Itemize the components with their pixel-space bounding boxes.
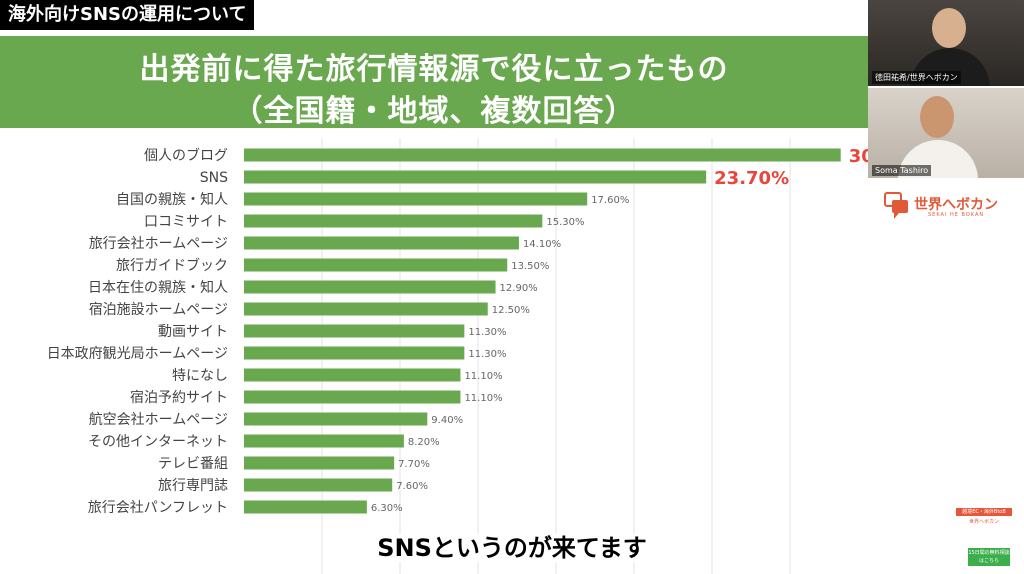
bar [244,302,488,316]
category-label: 旅行ガイドブック [116,257,228,274]
participant-video-1: 徳田祐希/世界へボカン [868,0,1024,86]
category-label: テレビ番組 [158,456,228,472]
value-label: 8.20% [408,437,440,448]
slide-subtitle: （全国籍・地域、複数回答） [232,94,636,129]
category-label: 口コミサイト [144,214,228,230]
brand-logo: 世界へボカン SEKAI HE BOKAN [884,190,1020,224]
promo-heading: 越境EC・海外BtoB [956,508,1012,516]
value-label: 14.10% [523,239,561,250]
value-label: 12.90% [500,283,538,294]
bar [244,170,707,184]
participant-name: Soma Tashiro [872,165,932,176]
slide-title-banner: 出発前に得た旅行情報源で役に立ったもの （全国籍・地域、複数回答） [0,36,868,129]
promo-cta[interactable]: 15日間の無料相談はこちら [968,548,1010,566]
value-label: 17.60% [591,195,629,206]
bar [244,412,428,426]
bar [244,258,508,272]
category-label: 宿泊施設ホームページ [89,301,228,318]
bar [244,500,367,514]
value-label: 9.40% [431,415,463,426]
brand-tagline: SEKAI HE BOKAN [928,212,985,218]
category-label: SNS [200,170,228,186]
bar [244,368,461,382]
participant-avatar [932,8,966,48]
value-label: 7.60% [396,481,428,492]
slide-title: 出発前に得た旅行情報源で役に立ったもの [139,52,729,87]
value-label: 30.60% [849,146,868,167]
video-topic-label: 海外向けSNSの運用について [0,0,255,30]
value-label: 12.50% [492,305,530,316]
category-label: 旅行会社パンフレット [88,500,228,516]
value-label: 6.30% [371,503,403,514]
bar [244,478,393,492]
value-label: 23.70% [714,168,789,189]
brand-name: 世界へボカン [914,197,998,213]
bar [244,324,465,338]
presentation-slide: 出発前に得た旅行情報源で役に立ったもの （全国籍・地域、複数回答） 個人のブログ… [0,36,868,574]
bar [244,192,588,206]
value-label: 11.10% [464,393,502,404]
bar [244,456,395,470]
category-label: 個人のブログ [144,147,228,164]
category-label: 宿泊予約サイト [130,389,228,406]
bar-chart: 個人のブログ 30.60% SNS 23.70% 自国の親族・知人 17.60% 口コミサイ… [0,138,868,574]
category-label: 旅行専門誌 [158,478,228,494]
value-label: 7.70% [398,459,430,470]
value-label: 13.50% [511,261,549,272]
caption-text: SNSというのが来てます [367,534,657,562]
speech-bubble-logo-icon [884,192,908,219]
category-label: その他インターネット [88,434,228,450]
bar-chart-svg: 個人のブログ 30.60% SNS 23.70% 自国の親族・知人 17.60% 口コミサイ… [47,138,868,574]
video-caption: SNSというのが来てます [0,528,1024,563]
promo-banner[interactable]: 越境EC・海外BtoB 世界へボカン 15日間の無料相談はこちら [956,508,1012,566]
category-label: 日本在住の親族・知人 [88,279,228,296]
category-label: 自国の親族・知人 [116,191,228,208]
value-label: 15.30% [546,217,584,228]
bar [244,346,465,360]
bar [244,434,404,448]
bar [244,214,543,228]
value-label: 11.30% [468,327,506,338]
promo-brand: 世界へボカン [968,519,999,525]
category-label: 動画サイト [158,324,228,340]
category-label: 特になし [172,368,228,384]
participant-video-2: Soma Tashiro [868,88,1024,178]
category-label: 航空会社ホームページ [89,412,228,428]
bar [244,390,461,404]
participant-avatar [920,96,954,138]
bar [244,148,841,162]
category-label: 日本政府観光局ホームページ [47,345,228,362]
value-label: 11.10% [464,371,502,382]
bar [244,280,496,294]
participants-panel: 徳田祐希/世界へボカン Soma Tashiro [868,0,1024,574]
category-label: 旅行会社ホームページ [89,236,228,252]
participant-name: 徳田祐希/世界へボカン [872,71,961,84]
value-label: 11.30% [468,349,506,360]
bar [244,236,519,250]
